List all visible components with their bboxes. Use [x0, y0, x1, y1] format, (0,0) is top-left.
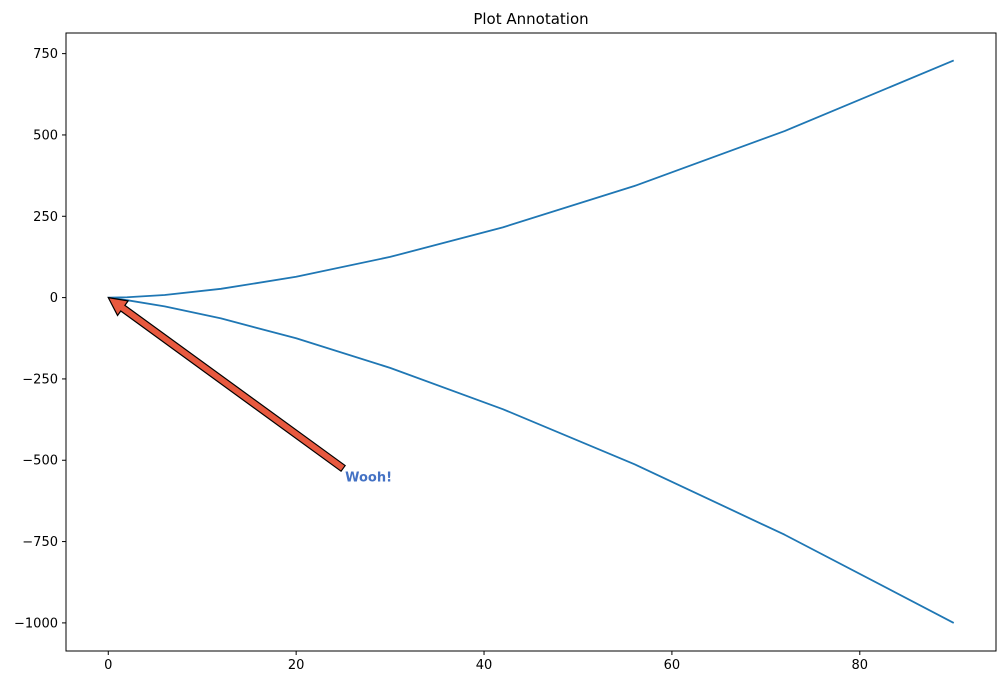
- y-tick-label: 250: [33, 210, 58, 225]
- y-tick-label: 0: [50, 291, 58, 306]
- y-tick-label: −750: [22, 535, 58, 550]
- axes-frame: [65, 32, 997, 652]
- y-tick-label: −1000: [14, 616, 58, 631]
- annotation-arrow: [107, 296, 347, 473]
- y-tick-label: −250: [22, 372, 58, 387]
- series-line-1: [108, 59, 955, 299]
- y-tick-label: 750: [33, 47, 58, 62]
- y-tick-label: 500: [33, 128, 58, 143]
- x-tick-label: 60: [664, 658, 681, 673]
- annotation-label: Wooh!: [345, 470, 392, 485]
- chart-title: Plot Annotation: [473, 10, 588, 28]
- x-tick-label: 80: [852, 658, 869, 673]
- x-tick-label: 0: [104, 658, 112, 673]
- plot-area: Wooh! 0 20 40 60 80 750 500 250 0 −250 −500 −750 −100…: [14, 32, 997, 673]
- x-tick-label: 40: [476, 658, 493, 673]
- series-line-2: [108, 296, 955, 624]
- y-tick-label: −500: [22, 454, 58, 469]
- x-tick-label: 20: [288, 658, 305, 673]
